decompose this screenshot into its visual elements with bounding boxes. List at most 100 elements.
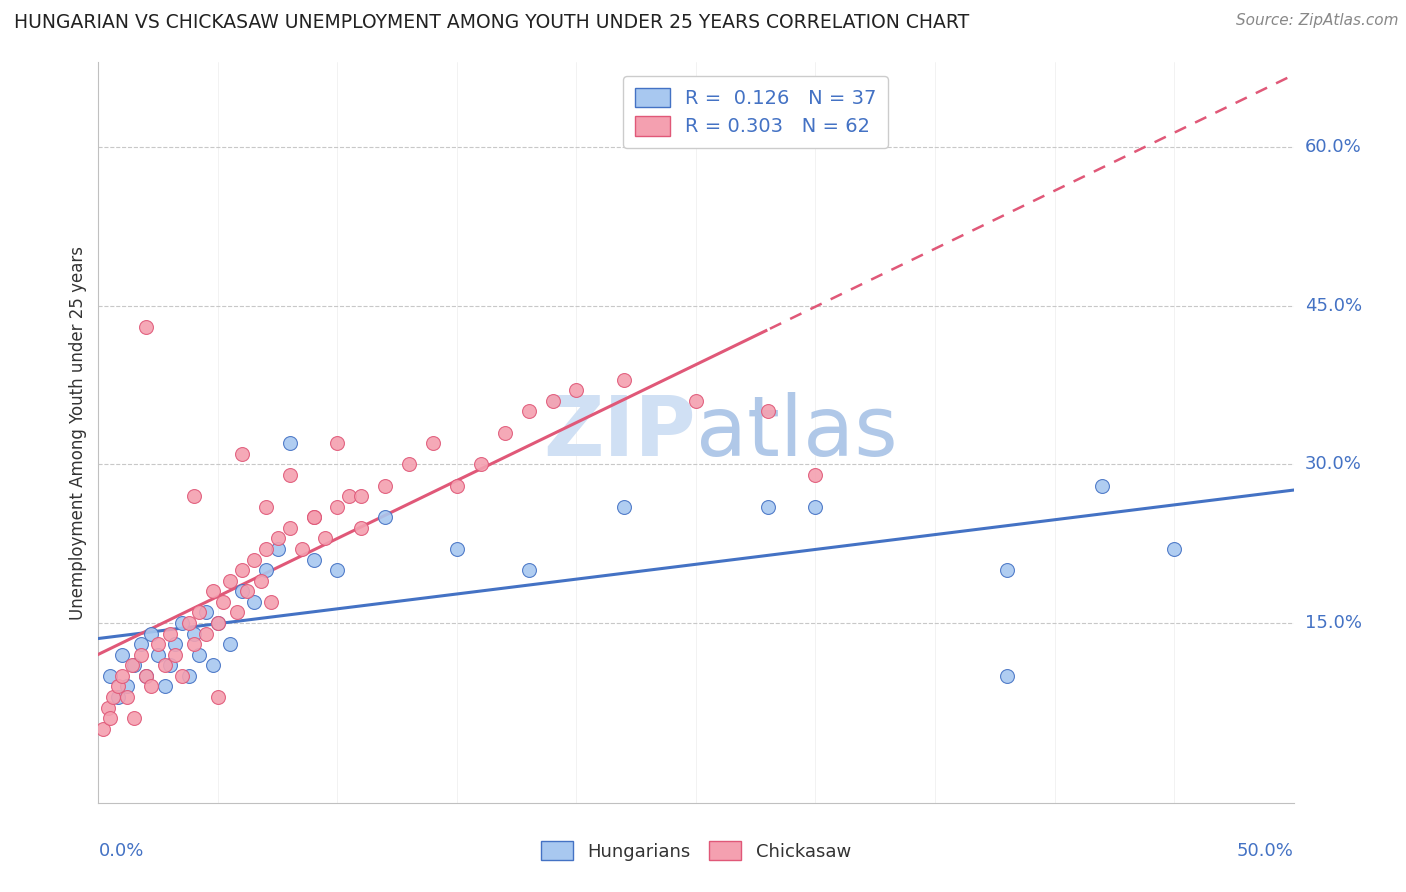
Point [339,489,361,503]
Point [101,690,124,704]
Point [231,563,253,577]
Point [278,467,301,482]
Text: 45.0%: 45.0% [1305,297,1362,315]
Point [243,552,266,566]
Point [183,626,205,640]
Point [131,648,153,662]
Point [350,521,373,535]
Point [219,637,242,651]
Point [278,521,301,535]
Point [995,563,1018,577]
Text: atlas: atlas [696,392,897,473]
Point [135,669,157,683]
Point [91,722,114,736]
Text: HUNGARIAN VS CHICKASAW UNEMPLOYMENT AMONG YOUTH UNDER 25 YEARS CORRELATION CHART: HUNGARIAN VS CHICKASAW UNEMPLOYMENT AMON… [14,13,969,32]
Point [135,669,157,683]
Point [470,458,492,472]
Point [291,541,314,556]
Point [207,690,229,704]
Text: ZIP: ZIP [544,392,696,473]
Point [1163,541,1185,556]
Point [494,425,516,440]
Point [98,669,122,683]
Point [315,532,337,546]
Point [179,669,201,683]
Point [613,373,636,387]
Point [804,500,827,514]
Point [326,563,349,577]
Point [111,648,134,662]
Point [115,690,138,704]
Point [121,658,143,673]
Point [97,700,120,714]
Point [374,478,396,492]
Point [163,637,186,651]
Text: 50.0%: 50.0% [1237,842,1294,860]
Point [517,404,540,418]
Point [187,606,209,620]
Point [183,637,205,651]
Point [995,669,1018,683]
Point [302,552,325,566]
Point [259,595,281,609]
Point [541,393,564,408]
Point [267,532,290,546]
Point [422,436,444,450]
Point [172,669,194,683]
Point [254,563,277,577]
Y-axis label: Unemployment Among Youth under 25 years: Unemployment Among Youth under 25 years [69,245,87,620]
Point [374,510,396,524]
Point [124,711,146,725]
Point [302,510,325,524]
Point [135,319,157,334]
Point [243,595,266,609]
Point [155,680,177,694]
Text: 30.0%: 30.0% [1305,455,1361,474]
Point [195,626,218,640]
Point [254,541,277,556]
Point [207,615,229,630]
Point [756,500,779,514]
Point [613,500,636,514]
Point [148,648,170,662]
Point [350,489,373,503]
Point [278,436,301,450]
Point [231,584,253,599]
Point [756,404,779,418]
Point [326,436,349,450]
Point [163,648,186,662]
Point [226,606,249,620]
Point [155,658,177,673]
Point [159,626,181,640]
Text: 0.0%: 0.0% [98,842,143,860]
Point [98,711,122,725]
Point [179,615,201,630]
Point [219,574,242,588]
Point [302,510,325,524]
Point [159,658,181,673]
Point [139,626,162,640]
Point [131,637,153,651]
Point [183,489,205,503]
Point [111,669,134,683]
Point [446,541,468,556]
Point [517,563,540,577]
Point [195,606,218,620]
Point [250,574,273,588]
Point [267,541,290,556]
Point [207,615,229,630]
Point [398,458,420,472]
Point [187,648,209,662]
Legend: Hungarians, Chickasaw: Hungarians, Chickasaw [533,834,859,868]
Point [254,500,277,514]
Point [211,595,233,609]
Point [115,680,138,694]
Point [148,637,170,651]
Text: 15.0%: 15.0% [1305,614,1361,632]
Point [231,447,253,461]
Point [446,478,468,492]
Point [124,658,146,673]
Text: 60.0%: 60.0% [1305,138,1361,156]
Point [565,384,588,398]
Point [235,584,257,599]
